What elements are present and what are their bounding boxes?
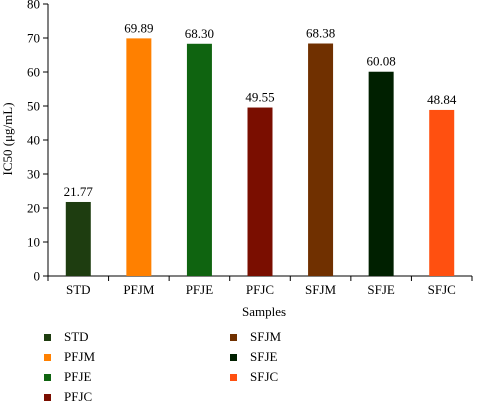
legend-swatch xyxy=(230,374,237,381)
legend-swatch xyxy=(44,334,51,341)
bar-pfje xyxy=(186,43,212,276)
y-tick-label: 20 xyxy=(27,201,40,216)
bar-sfje xyxy=(368,71,394,276)
legend-label: STD xyxy=(64,329,89,344)
y-tick-label: 70 xyxy=(27,31,40,46)
data-label: 49.55 xyxy=(245,90,274,105)
data-label: 48.84 xyxy=(427,92,457,107)
y-tick-label: 60 xyxy=(27,65,40,80)
legend: STD PFJM PFJE PFJC SFJM SFJE SFJC xyxy=(44,329,282,404)
data-label: 68.38 xyxy=(306,26,335,41)
y-axis: 0 10 20 30 40 50 60 70 80 xyxy=(27,0,49,284)
y-tick-label: 30 xyxy=(27,167,40,182)
legend-swatch xyxy=(230,334,237,341)
legend-label: SFJM xyxy=(250,329,282,344)
data-label: 68.30 xyxy=(185,26,214,41)
data-label: 69.89 xyxy=(124,20,153,35)
legend-swatch xyxy=(44,354,51,361)
legend-label: PFJM xyxy=(64,349,96,364)
y-tick-label: 40 xyxy=(27,133,40,148)
y-axis-title: IC50 (μg/mL) xyxy=(0,102,15,175)
x-tick-label: STD xyxy=(66,282,91,297)
bar-sfjc xyxy=(429,109,455,276)
y-tick-label: 0 xyxy=(34,269,41,284)
legend-label: SFJC xyxy=(250,369,278,384)
legend-label: PFJC xyxy=(64,389,92,404)
bars xyxy=(65,38,455,277)
bar-sfjm xyxy=(308,43,334,277)
legend-swatch xyxy=(44,374,51,381)
bar-pfjc xyxy=(247,107,273,276)
legend-label: PFJE xyxy=(64,369,92,384)
data-label: 21.77 xyxy=(64,184,94,199)
x-axis: STD PFJM PFJE PFJC SFJM SFJE SFJC xyxy=(47,275,473,297)
y-tick-label: 10 xyxy=(27,235,40,250)
x-tick-label: SFJM xyxy=(305,282,337,297)
legend-swatch xyxy=(44,394,51,401)
x-tick-label: SFJE xyxy=(367,282,395,297)
x-tick-label: SFJC xyxy=(428,282,456,297)
x-tick-label: PFJM xyxy=(123,282,155,297)
bar-std xyxy=(65,201,91,276)
legend-label: SFJE xyxy=(250,349,278,364)
x-tick-label: PFJC xyxy=(246,282,274,297)
bar-pfjm xyxy=(126,38,152,277)
legend-swatch xyxy=(230,354,237,361)
x-tick-label: PFJE xyxy=(186,282,214,297)
data-label: 60.08 xyxy=(367,54,396,69)
y-tick-label: 50 xyxy=(27,99,40,114)
y-tick-label: 80 xyxy=(27,0,40,12)
data-labels: 21.77 69.89 68.30 49.55 68.38 60.08 48.84 xyxy=(64,20,457,199)
x-axis-title: Samples xyxy=(242,304,286,319)
